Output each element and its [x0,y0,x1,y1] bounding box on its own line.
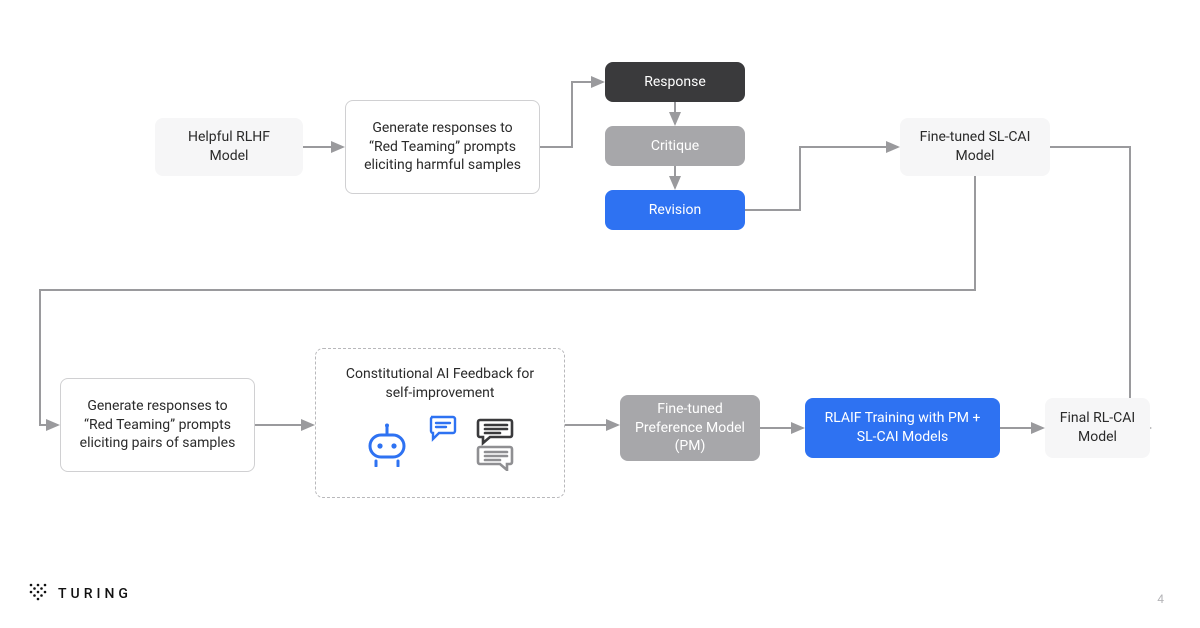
flow-connectors [0,0,1200,628]
node-label: Revision [649,201,702,220]
brand-mark-icon [28,582,48,606]
node-constitutional-feedback: Constitutional AI Feedback for self-impr… [315,348,565,498]
brand-text: TURING [58,586,132,602]
node-label: Fine-tuned SL-CAI Model [913,128,1037,166]
node-label: RLAIF Training with PM + SL-CAI Models [817,409,988,447]
node-critique: Critique [605,126,745,166]
node-revision: Revision [605,190,745,230]
node-label: Final RL-CAI Model [1058,409,1137,447]
node-label: Generate responses to “Red Teaming” prom… [73,397,242,454]
node-label: Helpful RLHF Model [168,128,290,166]
node-label: Critique [651,137,699,156]
node-label: Fine-tuned Preference Model (PM) [632,400,748,457]
node-response: Response [605,62,745,102]
node-final-rlcai: Final RL-CAI Model [1045,398,1150,458]
node-preference-model: Fine-tuned Preference Model (PM) [620,395,760,461]
robot-icon [364,421,410,473]
chat-bubble-blue-icon [428,414,458,448]
node-label: Response [644,73,706,92]
node-helpful-rlhf: Helpful RLHF Model [155,118,303,176]
node-label: Generate responses to “Red Teaming” prom… [358,119,527,176]
node-rlaif-training: RLAIF Training with PM + SL-CAI Models [805,398,1000,458]
chat-bubbles-stack-icon [476,417,516,477]
page-number: 4 [1157,592,1164,606]
node-label: Constitutional AI Feedback for self-impr… [335,365,545,403]
node-generate-pairs: Generate responses to “Red Teaming” prom… [60,378,255,472]
feedback-icons [364,417,516,477]
node-slcai: Fine-tuned SL-CAI Model [900,118,1050,176]
brand-logo: TURING [28,582,132,606]
node-generate-harmful: Generate responses to “Red Teaming” prom… [345,100,540,194]
